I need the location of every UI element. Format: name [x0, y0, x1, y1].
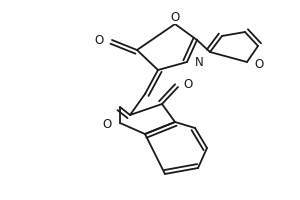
Text: N: N — [195, 55, 204, 68]
Text: O: O — [103, 118, 112, 132]
Text: O: O — [170, 11, 180, 24]
Text: O: O — [95, 33, 104, 46]
Text: O: O — [183, 77, 192, 90]
Text: O: O — [254, 58, 263, 72]
